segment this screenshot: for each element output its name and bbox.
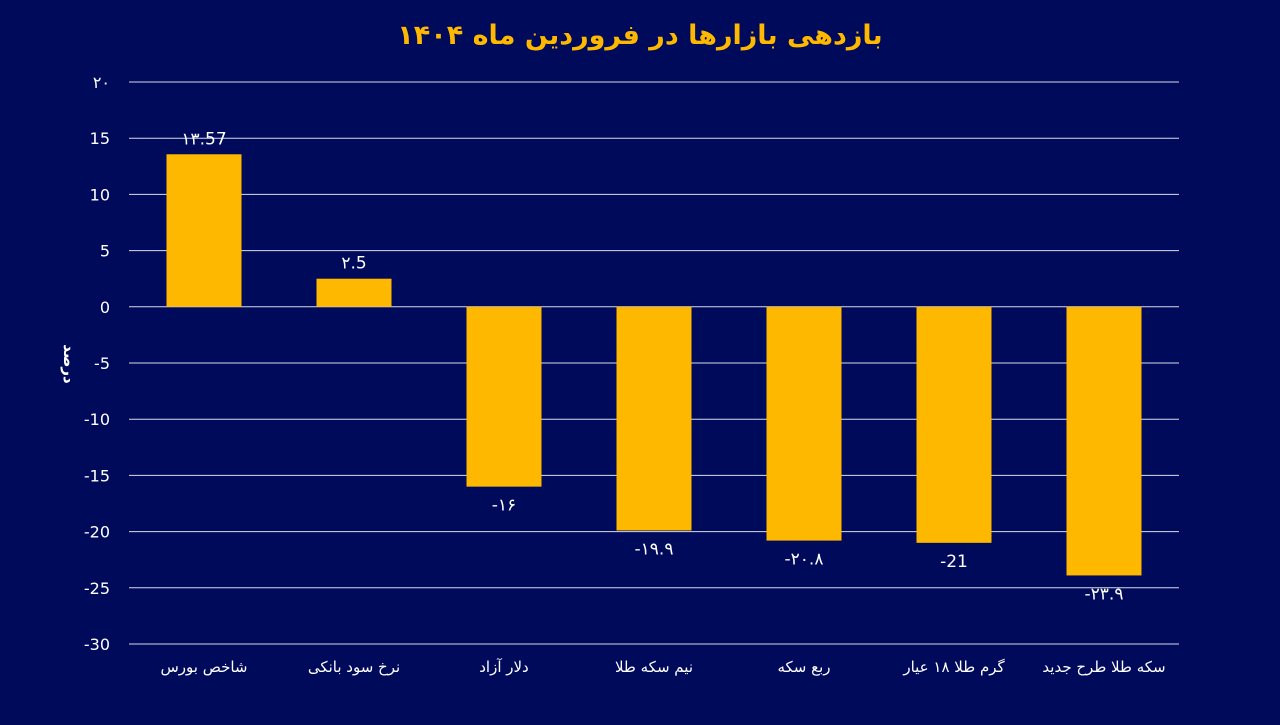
y-tick-label: 5 <box>100 242 110 261</box>
bar-value-labels: ۱۳.57 ۲.5 -۱۶ -۱۹.۹ -۲۰.۸ -21 -۲۳.۹ <box>181 129 1123 604</box>
x-tick-label: شاخص بورس <box>160 658 247 676</box>
bar-value-label: -۲۳.۹ <box>1085 584 1124 604</box>
y-axis-label: درصد <box>60 344 78 384</box>
y-tick-label: 15 <box>90 129 110 148</box>
bar <box>166 154 242 307</box>
bar <box>616 306 692 531</box>
bar <box>316 278 392 307</box>
y-tick-label: -10 <box>84 410 110 429</box>
x-tick-label: ربع سکه <box>777 658 830 676</box>
x-tick-label: گرم طلا ۱۸ عیار <box>902 658 1005 676</box>
bar-value-label: -۲۰.۸ <box>785 550 824 570</box>
y-tick-label: 0 <box>100 298 110 317</box>
y-tick-label: -5 <box>94 354 110 373</box>
x-tick-label: سکه طلا طرح جدید <box>1042 658 1165 676</box>
bar <box>1066 306 1142 576</box>
bar-value-label: -21 <box>940 552 968 572</box>
y-tick-label: -15 <box>84 466 110 485</box>
y-tick-label: ۲۰ <box>93 73 110 92</box>
bar <box>466 306 542 487</box>
x-tick-label: نرخ سود بانکی <box>308 658 400 676</box>
x-tick-labels: شاخص بورس نرخ سود بانکی دلار آزاد نیم سکه ط… <box>160 658 1165 676</box>
bar-value-label: ۱۳.57 <box>181 129 226 149</box>
y-tick-labels: ۲۰ 15 10 5 0 -5 -10 -15 -20 -25 -30 <box>84 73 110 654</box>
chart-title: بازدهی بازارها در فروردین ماه ۱۴۰۴ <box>397 20 882 51</box>
bar-value-label: ۲.5 <box>341 254 366 274</box>
x-tick-label: نیم سکه طلا <box>615 658 693 676</box>
y-tick-label: -30 <box>84 635 110 654</box>
y-tick-label: -20 <box>84 523 110 542</box>
x-tick-label: دلار آزاد <box>479 658 529 676</box>
bar <box>916 306 992 543</box>
y-tick-label: -25 <box>84 579 110 598</box>
bar-value-label: -۱۹.۹ <box>635 539 674 559</box>
y-tick-label: 10 <box>90 185 110 204</box>
bar-value-label: -۱۶ <box>492 496 516 516</box>
bars <box>166 154 1142 576</box>
bar <box>766 306 842 541</box>
